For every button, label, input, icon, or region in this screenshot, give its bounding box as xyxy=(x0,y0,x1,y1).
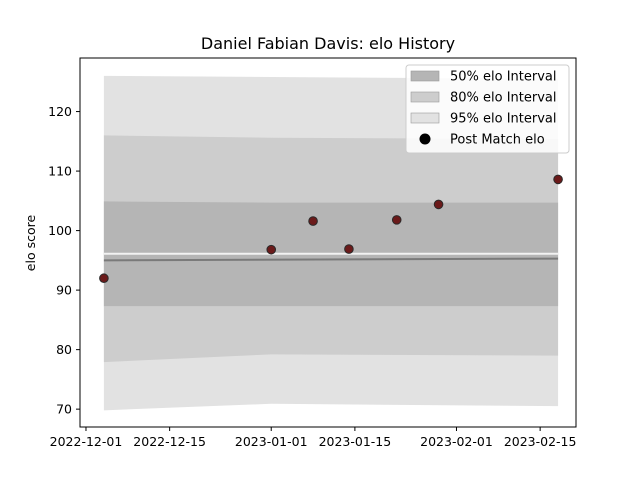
legend-swatch xyxy=(410,91,440,103)
legend-label: 95% elo Interval xyxy=(450,112,557,127)
y-tick-label: 120 xyxy=(48,104,72,119)
legend-label: 80% elo Interval xyxy=(450,91,557,106)
x-tick-label: 2023-01-01 xyxy=(235,434,308,449)
data-point xyxy=(553,174,563,185)
center-lines xyxy=(103,252,559,262)
plot-frame xyxy=(79,57,577,428)
data-point xyxy=(308,216,318,226)
x-tick-label: 2023-02-15 xyxy=(504,434,577,449)
data-point xyxy=(266,244,277,255)
y-tick-label: 100 xyxy=(48,223,72,238)
x-tick-label: 2023-01-15 xyxy=(319,434,392,449)
chart-title: Daniel Fabian Davis: elo History xyxy=(201,34,455,53)
x-tick-label: 2022-12-01 xyxy=(50,434,123,449)
legend-label: Post Match elo xyxy=(450,133,545,148)
legend-label: 50% elo Interval xyxy=(450,70,557,85)
y-axis-label: elo score xyxy=(23,215,38,272)
data-point xyxy=(99,273,109,284)
legend: 50% elo Interval 80% elo Interval 95% elo … xyxy=(405,64,570,154)
x-tick-label: 2022-12-15 xyxy=(133,434,206,449)
y-tick-label: 110 xyxy=(48,164,72,179)
axes: 70 80 90 100 110 120 2022-12-01 2022-12-15 2023-… xyxy=(48,57,577,449)
legend-swatch xyxy=(410,70,440,82)
y-tick-label: 90 xyxy=(56,283,72,298)
y-tick-label: 80 xyxy=(56,342,72,357)
data-point xyxy=(344,244,354,254)
legend-box xyxy=(405,64,570,154)
interval-bands xyxy=(103,75,559,411)
data-point xyxy=(391,215,402,225)
data-point xyxy=(433,199,444,210)
post-match-points xyxy=(99,174,563,284)
legend-swatch xyxy=(410,112,440,124)
x-tick-label: 2023-02-01 xyxy=(420,434,493,449)
legend-marker xyxy=(419,133,431,145)
y-tick-label: 70 xyxy=(56,402,72,417)
center-line-1 xyxy=(103,257,559,262)
